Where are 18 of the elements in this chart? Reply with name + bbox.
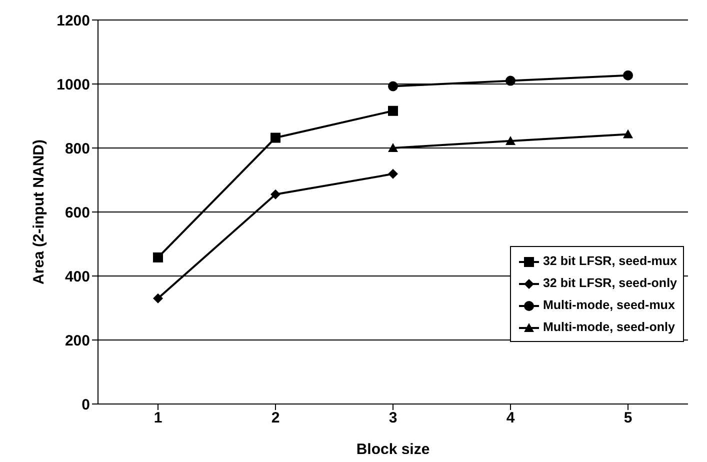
legend-label: 32 bit LFSR, seed-mux xyxy=(542,253,677,270)
y-tick-label: 800 xyxy=(64,140,90,158)
y-tick-label: 200 xyxy=(64,332,90,350)
legend-label: Multi-mode, seed-only xyxy=(542,319,676,336)
legend-label: 32 bit LFSR, seed-only xyxy=(542,275,677,292)
x-tick-label: 5 xyxy=(624,410,632,427)
y-tick-label: 1000 xyxy=(56,76,90,94)
x-tick-label: 4 xyxy=(506,410,516,427)
y-axis-title: Area (2-input NAND) xyxy=(30,140,48,284)
y-tick-label: 400 xyxy=(64,268,90,286)
y-tick-label: 1200 xyxy=(56,12,90,30)
legend-label: Multi-mode, seed-mux xyxy=(542,297,676,314)
x-axis-title: Block size xyxy=(356,441,430,458)
x-tick-label: 1 xyxy=(154,410,162,427)
x-tick-label: 2 xyxy=(271,410,280,427)
x-tick-label: 3 xyxy=(388,410,398,427)
y-tick-label: 600 xyxy=(64,204,90,222)
y-tick-label: 0 xyxy=(82,396,90,414)
